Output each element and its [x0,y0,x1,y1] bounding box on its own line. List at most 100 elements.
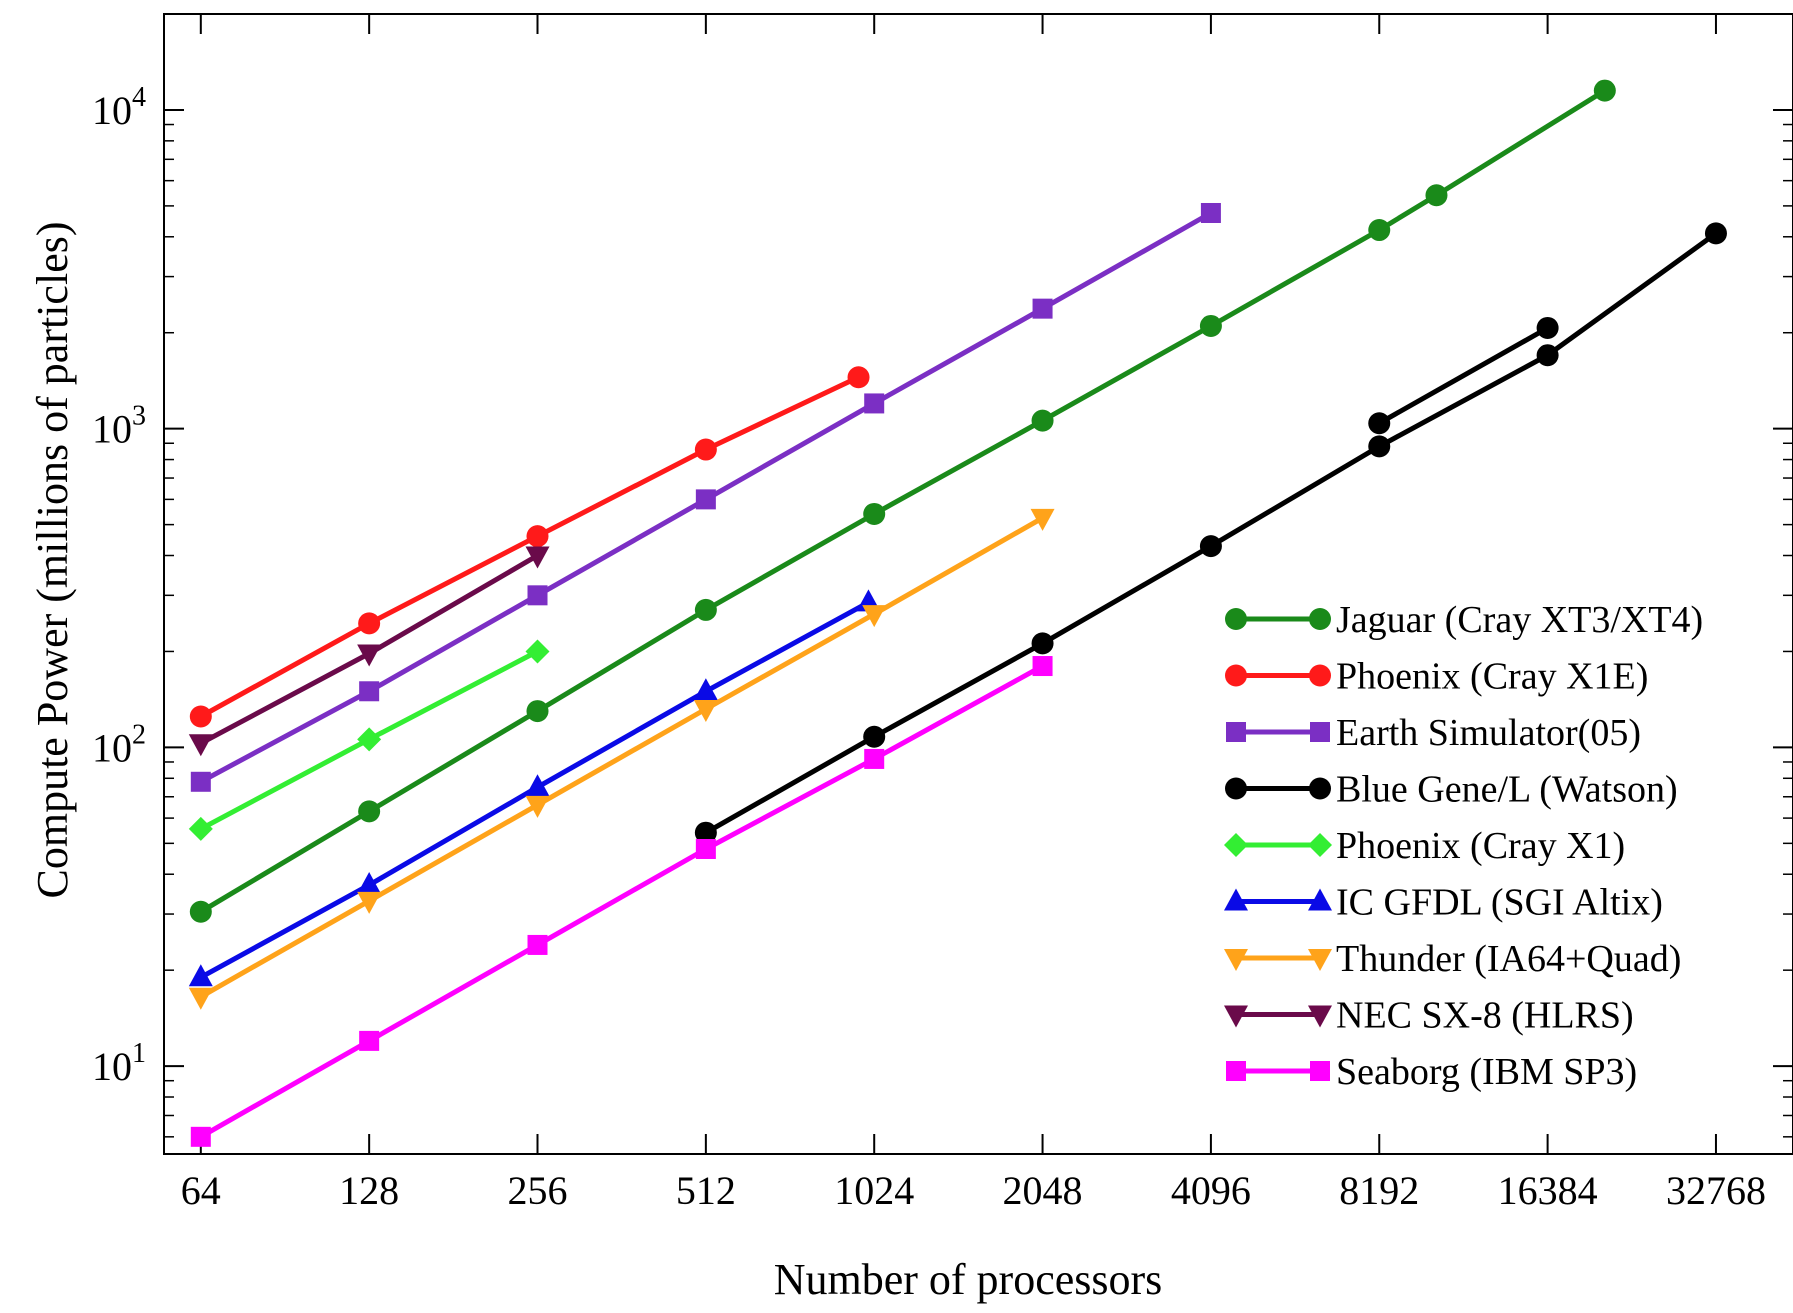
data-point [1031,409,1054,432]
data-point [1226,722,1246,742]
data-point [864,393,885,414]
data-point [1310,1061,1330,1081]
data-point [1199,314,1222,337]
legend-item: Jaguar (Cray XT3/XT4) [1225,599,1703,641]
data-point [1368,435,1391,458]
y-tick-exponent: 3 [132,401,146,432]
data-point [357,644,382,667]
data-point [1368,412,1391,435]
x-tick-label: 4096 [1171,1168,1251,1213]
legend-label: Jaguar (Cray XT3/XT4) [1336,599,1703,641]
plot-frame [163,13,1793,1155]
y-tick-exponent: 4 [132,82,146,113]
series [694,222,1727,844]
data-point [847,366,870,389]
legend-label: Thunder (IA64+Quad) [1336,938,1681,980]
data-point [1225,664,1247,687]
series [1368,316,1559,435]
y-tick-exponent: 1 [132,1038,146,1069]
legend-label: Blue Gene/L (Watson) [1336,769,1678,811]
data-point [357,727,382,752]
data-point [1310,722,1330,742]
data-point [1224,833,1248,857]
data-point [694,438,717,461]
x-tick-labels: 64 128 256 512 1024 2048 4096 8192 16384 32768 [181,1168,1766,1213]
data-point [1308,888,1332,911]
y-tick-base: 10 [92,725,132,770]
y-tick-label: 101 [92,1038,146,1089]
data-point [525,774,550,797]
x-tick-label: 32768 [1666,1168,1766,1213]
data-point [1309,777,1331,800]
data-point [1536,344,1559,367]
legend-item: IC GFDL (SGI Altix) [1224,882,1663,924]
data-point [527,934,548,955]
data-point [525,546,550,569]
legend-label: NEC SX-8 (HLRS) [1336,995,1634,1037]
data-point [1030,508,1055,531]
x-tick-label: 2048 [1003,1168,1083,1213]
legend-item: Blue Gene/L (Watson) [1225,769,1678,811]
legend-label: Phoenix (Cray X1) [1336,825,1625,867]
data-point [525,795,550,818]
data-point [357,872,382,895]
series-line [1378,325,1549,426]
series [190,202,1221,792]
legend-item: Earth Simulator(05) [1226,712,1641,754]
data-point [1225,777,1247,800]
data-point [1032,298,1053,319]
data-point [1224,888,1248,911]
data-point [1704,222,1727,245]
data-point [695,838,716,859]
x-tick-label: 256 [508,1168,568,1213]
data-point [526,525,549,548]
data-point [1226,1061,1246,1081]
data-point [359,1030,380,1051]
data-point [357,891,382,914]
y-tick-base: 10 [92,407,132,452]
data-point [358,612,381,635]
data-point [526,700,549,723]
series-layer [188,79,1727,1147]
y-tick-label: 102 [92,719,146,770]
x-tick-label: 16384 [1498,1168,1598,1213]
data-point [190,771,211,792]
axis-ticks [164,13,1793,1154]
y-axis-title: Compute Power (millions of particles) [28,222,77,899]
data-point [694,821,717,844]
legend-item: Thunder (IA64+Quad) [1224,938,1681,980]
x-tick-label: 8192 [1339,1168,1419,1213]
data-point [188,734,213,757]
legend-item: NEC SX-8 (HLRS) [1224,995,1634,1037]
data-point [190,1126,211,1147]
x-axis-title: Number of processors [774,1255,1163,1304]
data-point [1308,1005,1332,1028]
data-point [188,987,213,1010]
legend-label: Earth Simulator(05) [1336,712,1641,754]
data-point [695,489,716,510]
series-line [199,515,1044,999]
legend-item: Phoenix (Cray X1E) [1225,656,1648,698]
data-point [862,605,887,628]
data-point [863,725,886,748]
data-point [1200,202,1221,223]
data-point [1225,608,1247,630]
data-point [693,678,718,701]
series [189,79,1616,923]
y-tick-label: 103 [92,401,146,452]
legend-item: Seaborg (IBM SP3) [1226,1051,1637,1093]
x-tick-label: 128 [339,1168,399,1213]
data-point [1593,79,1616,102]
legend-label: Phoenix (Cray X1E) [1336,656,1648,698]
data-point [1536,316,1559,339]
series [189,366,870,728]
data-point [1309,608,1331,630]
series-line [199,663,1044,1139]
data-point [1425,184,1448,207]
data-point [1309,664,1331,687]
data-point [694,598,717,621]
y-tick-base: 10 [92,1044,132,1089]
data-point [1308,949,1332,971]
series [188,639,550,841]
